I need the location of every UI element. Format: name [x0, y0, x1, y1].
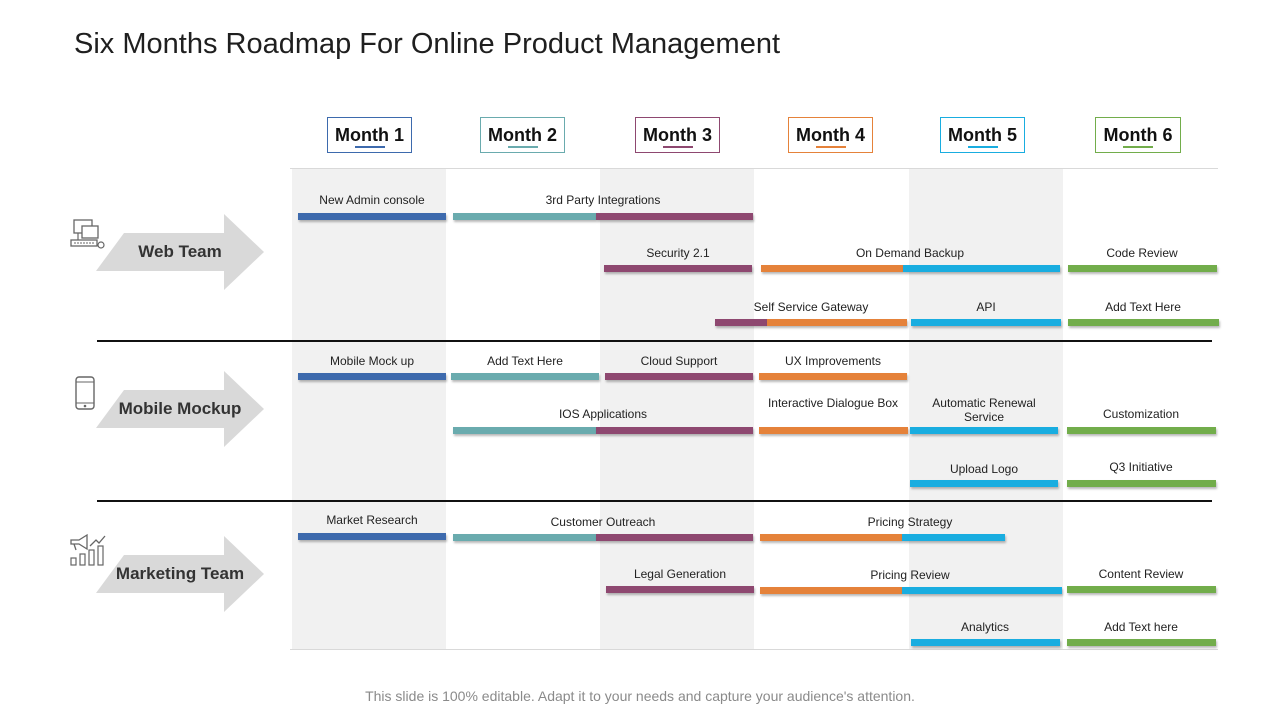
task-label-upload-logo: Upload Logo — [949, 462, 1019, 476]
task-label-automatic-renewal-line1: Automatic Renewal — [932, 396, 1036, 410]
task-label-self-service-gateway: Self Service Gateway — [753, 300, 869, 314]
task-bar-security — [604, 265, 752, 272]
task-bar-add-text-here-2 — [451, 373, 599, 380]
month-4-label: Month 4 — [796, 125, 865, 145]
month-1-header: Month 1 — [327, 117, 412, 153]
task-bar-content-review — [1067, 586, 1216, 593]
task-bar-legal-generation — [606, 586, 754, 593]
task-label-add-text-here-3: Add Text here — [1104, 620, 1178, 634]
task-bar-third-party-integrations-b — [596, 213, 753, 220]
task-label-interactive-dialogue-box: Interactive Dialogue Box — [767, 396, 899, 410]
team-label-marketing: Marketing Team — [115, 564, 245, 583]
section-separator-2 — [97, 500, 1212, 502]
task-label-ux-improvements: UX Improvements — [784, 354, 882, 368]
task-bar-analytics — [911, 639, 1060, 646]
month-3-header: Month 3 — [635, 117, 720, 153]
task-label-legal-generation: Legal Generation — [633, 567, 727, 581]
task-bar-ios-applications-a — [453, 427, 596, 434]
task-bar-add-text-here-3 — [1067, 639, 1216, 646]
month-4-underline — [815, 146, 846, 148]
team-arrow-web: Web Team — [96, 214, 264, 290]
task-bar-cloud-support — [605, 373, 753, 380]
task-bar-upload-logo — [910, 480, 1058, 487]
task-label-add-text-here-2: Add Text Here — [487, 354, 563, 368]
month-3-label: Month 3 — [643, 125, 712, 145]
mobile-phone-icon — [72, 376, 98, 417]
team-label-mobile: Mobile Mockup — [118, 399, 242, 418]
page-title: Six Months Roadmap For Online Product Ma… — [74, 28, 781, 60]
task-bar-self-service-gateway-a — [715, 319, 767, 326]
task-label-analytics: Analytics — [960, 620, 1010, 634]
task-bar-pricing-review-a — [760, 587, 902, 594]
month-1-label: Month 1 — [335, 125, 404, 145]
month-3-band — [600, 168, 754, 650]
task-bar-pricing-review-b — [902, 587, 1062, 594]
task-label-third-party-integrations: 3rd Party Integrations — [545, 193, 661, 207]
team-label-web: Web Team — [138, 242, 222, 261]
task-label-content-review: Content Review — [1098, 567, 1184, 581]
month-6-label: Month 6 — [1103, 125, 1173, 145]
task-bar-ux-improvements — [759, 373, 907, 380]
month-5-band — [909, 168, 1063, 650]
task-bar-add-text-here-1 — [1068, 319, 1219, 326]
month-5-label: Month 5 — [948, 125, 1017, 145]
month-1-underline — [354, 146, 385, 148]
task-bar-self-service-gateway-b — [767, 319, 907, 326]
task-label-add-text-here-1: Add Text Here — [1105, 300, 1181, 314]
timeline-top-border — [290, 168, 1218, 169]
task-label-customer-outreach: Customer Outreach — [550, 515, 656, 529]
month-6-underline — [1123, 146, 1153, 148]
task-bar-q3-initiative — [1067, 480, 1216, 487]
month-6-header: Month 6 — [1095, 117, 1181, 153]
computer-network-icon — [68, 218, 108, 259]
task-label-pricing-review: Pricing Review — [870, 568, 950, 582]
month-1-band — [292, 168, 446, 650]
task-label-mobile-mock-up: Mobile Mock up — [329, 354, 415, 368]
task-bar-automatic-renewal-service — [910, 427, 1058, 434]
month-3-underline — [662, 146, 693, 148]
month-5-underline — [967, 146, 998, 148]
task-label-market-research: Market Research — [326, 513, 418, 527]
task-label-automatic-renewal-line2: Service — [963, 410, 1004, 424]
task-label-api: API — [976, 300, 996, 314]
task-bar-mobile-mock-up — [298, 373, 446, 380]
task-label-security: Security 2.1 — [646, 246, 710, 260]
task-bar-pricing-strategy-a — [760, 534, 902, 541]
month-2-label: Month 2 — [488, 125, 557, 145]
month-2-underline — [507, 146, 538, 148]
team-arrow-mobile: Mobile Mockup — [96, 371, 264, 447]
task-bar-api — [911, 319, 1061, 326]
task-label-on-demand-backup: On Demand Backup — [855, 246, 965, 260]
task-bar-third-party-integrations-a — [453, 213, 596, 220]
team-arrow-marketing: Marketing Team — [96, 536, 264, 612]
task-bar-ios-applications-b — [596, 427, 753, 434]
task-bar-on-demand-backup-b — [903, 265, 1060, 272]
task-bar-customer-outreach-b — [596, 534, 753, 541]
task-bar-on-demand-backup-a — [761, 265, 903, 272]
footer-note: This slide is 100% editable. Adapt it to… — [365, 688, 915, 704]
task-bar-pricing-strategy-b — [902, 534, 1005, 541]
month-2-header: Month 2 — [480, 117, 565, 153]
task-label-customization: Customization — [1102, 407, 1180, 421]
task-label-new-admin-console: New Admin console — [319, 193, 425, 207]
task-label-q3-initiative: Q3 Initiative — [1109, 460, 1173, 474]
megaphone-chart-icon — [68, 532, 108, 573]
task-bar-customization — [1067, 427, 1216, 434]
task-bar-customer-outreach-a — [453, 534, 596, 541]
task-label-code-review: Code Review — [1106, 246, 1178, 260]
task-label-cloud-support: Cloud Support — [640, 354, 718, 368]
month-5-header: Month 5 — [940, 117, 1025, 153]
timeline-bottom-border — [290, 649, 1218, 650]
task-label-ios-applications: IOS Applications — [558, 407, 648, 421]
task-bar-interactive-dialogue-box — [759, 427, 908, 434]
task-label-pricing-strategy: Pricing Strategy — [867, 515, 953, 529]
month-4-header: Month 4 — [788, 117, 873, 153]
task-bar-new-admin-console — [298, 213, 446, 220]
task-bar-market-research — [298, 533, 446, 540]
section-separator-1 — [97, 340, 1212, 342]
task-bar-code-review — [1068, 265, 1217, 272]
